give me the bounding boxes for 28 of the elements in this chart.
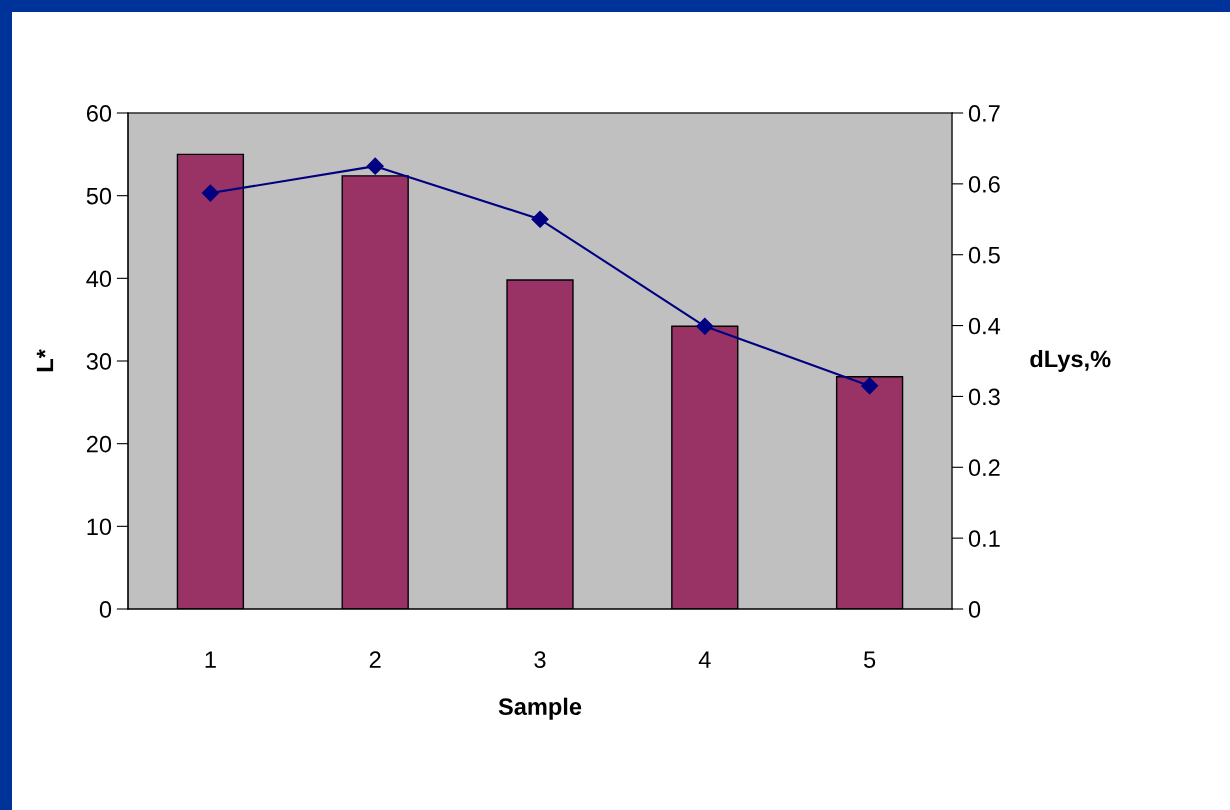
y-tick-label: 40 <box>86 270 112 288</box>
y2-tick-label: 0.2 <box>968 459 1000 477</box>
y-tick-label: 60 <box>86 105 112 122</box>
y2-tick-label: 0.5 <box>968 246 1000 264</box>
x-tick-label: 2 <box>369 651 381 668</box>
y-tick-label: 20 <box>86 435 112 453</box>
point <box>531 210 549 228</box>
y2-tick-label: 0 <box>968 601 981 618</box>
x-tick-label: 3 <box>534 651 546 669</box>
x-axis-title: Sample <box>498 697 582 720</box>
y-tick-label: 30 <box>86 353 112 370</box>
point <box>696 317 714 335</box>
point <box>201 184 219 202</box>
y2-tick-label: 0.3 <box>968 388 1000 406</box>
y2-tick-label: 0.4 <box>968 317 1001 335</box>
y2-tick-label: 0.6 <box>968 175 1000 193</box>
x-tick-label: 1 <box>205 651 216 668</box>
point <box>366 157 384 175</box>
y-tick-label: 10 <box>87 518 112 536</box>
y2-axis-title: dLys,% <box>1030 350 1111 372</box>
y-tick-label: 50 <box>86 187 112 205</box>
y2-tick-label: 0.1 <box>968 530 1000 547</box>
x-tick-label: 5 <box>863 651 876 669</box>
point <box>861 377 879 395</box>
x-tick-label: 4 <box>698 651 711 668</box>
y-axis-title: L* <box>36 349 54 372</box>
y2-tick-label: 0.7 <box>968 105 1000 122</box>
y-tick-label: 0 <box>99 601 112 618</box>
